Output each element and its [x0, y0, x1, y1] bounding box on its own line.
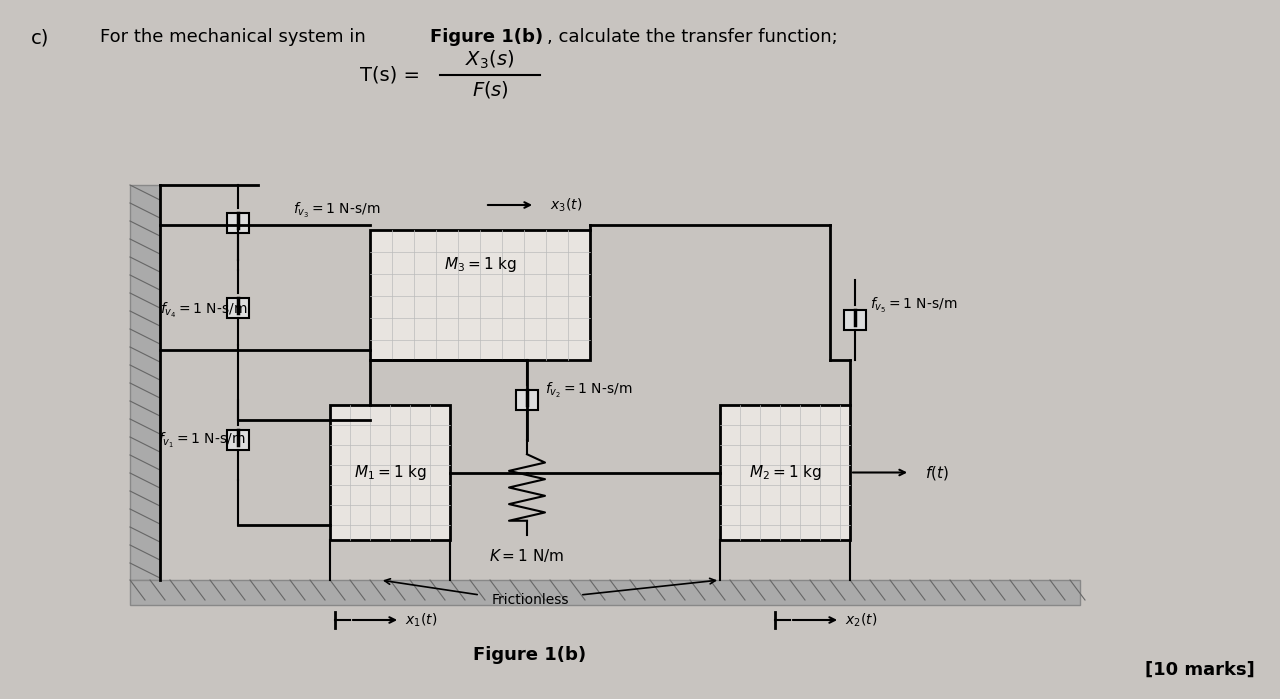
Bar [844, 310, 867, 330]
Text: $M_2 = 1$ kg: $M_2 = 1$ kg [749, 463, 822, 482]
Bar [516, 390, 538, 410]
Bar [131, 580, 1080, 605]
Text: $f(t)$: $f(t)$ [925, 463, 948, 482]
Bar [131, 185, 160, 580]
Text: $f_{v_2} = 1$ N-s/m: $f_{v_2} = 1$ N-s/m [545, 380, 632, 400]
Text: $F(s)$: $F(s)$ [471, 80, 508, 101]
Text: $x_1(t)$: $x_1(t)$ [404, 612, 438, 628]
Text: $M_3 = 1$ kg: $M_3 = 1$ kg [444, 256, 516, 275]
Text: , calculate the transfer function;: , calculate the transfer function; [547, 28, 837, 46]
Text: $f_{v_5} = 1$ N-s/m: $f_{v_5} = 1$ N-s/m [870, 296, 957, 315]
Bar [227, 212, 250, 233]
Text: $X_3(s)$: $X_3(s)$ [466, 49, 515, 71]
Text: Figure 1(b): Figure 1(b) [430, 28, 543, 46]
Text: c): c) [31, 28, 49, 47]
Bar [719, 405, 850, 540]
Bar [227, 298, 250, 317]
Text: For the mechanical system in: For the mechanical system in [100, 28, 371, 46]
Text: T(s) =: T(s) = [360, 66, 420, 85]
Text: Frictionless: Frictionless [492, 593, 568, 607]
Bar [370, 230, 590, 360]
Text: $f_{v_1} = 1$ N-s/m: $f_{v_1} = 1$ N-s/m [157, 431, 246, 449]
Text: $M_1 = 1$ kg: $M_1 = 1$ kg [353, 463, 426, 482]
Text: [10 marks]: [10 marks] [1146, 661, 1254, 679]
Text: $K = 1$ N/m: $K = 1$ N/m [489, 547, 564, 563]
Bar [330, 405, 451, 540]
Text: $x_3(t)$: $x_3(t)$ [550, 196, 582, 214]
Text: Figure 1(b): Figure 1(b) [474, 646, 586, 664]
Text: $f_{v_3} = 1$ N-s/m: $f_{v_3} = 1$ N-s/m [293, 201, 380, 219]
Text: $f_{v_4} = 1$ N-s/m: $f_{v_4} = 1$ N-s/m [160, 301, 247, 319]
Text: $x_2(t)$: $x_2(t)$ [845, 612, 877, 628]
Bar [227, 430, 250, 450]
